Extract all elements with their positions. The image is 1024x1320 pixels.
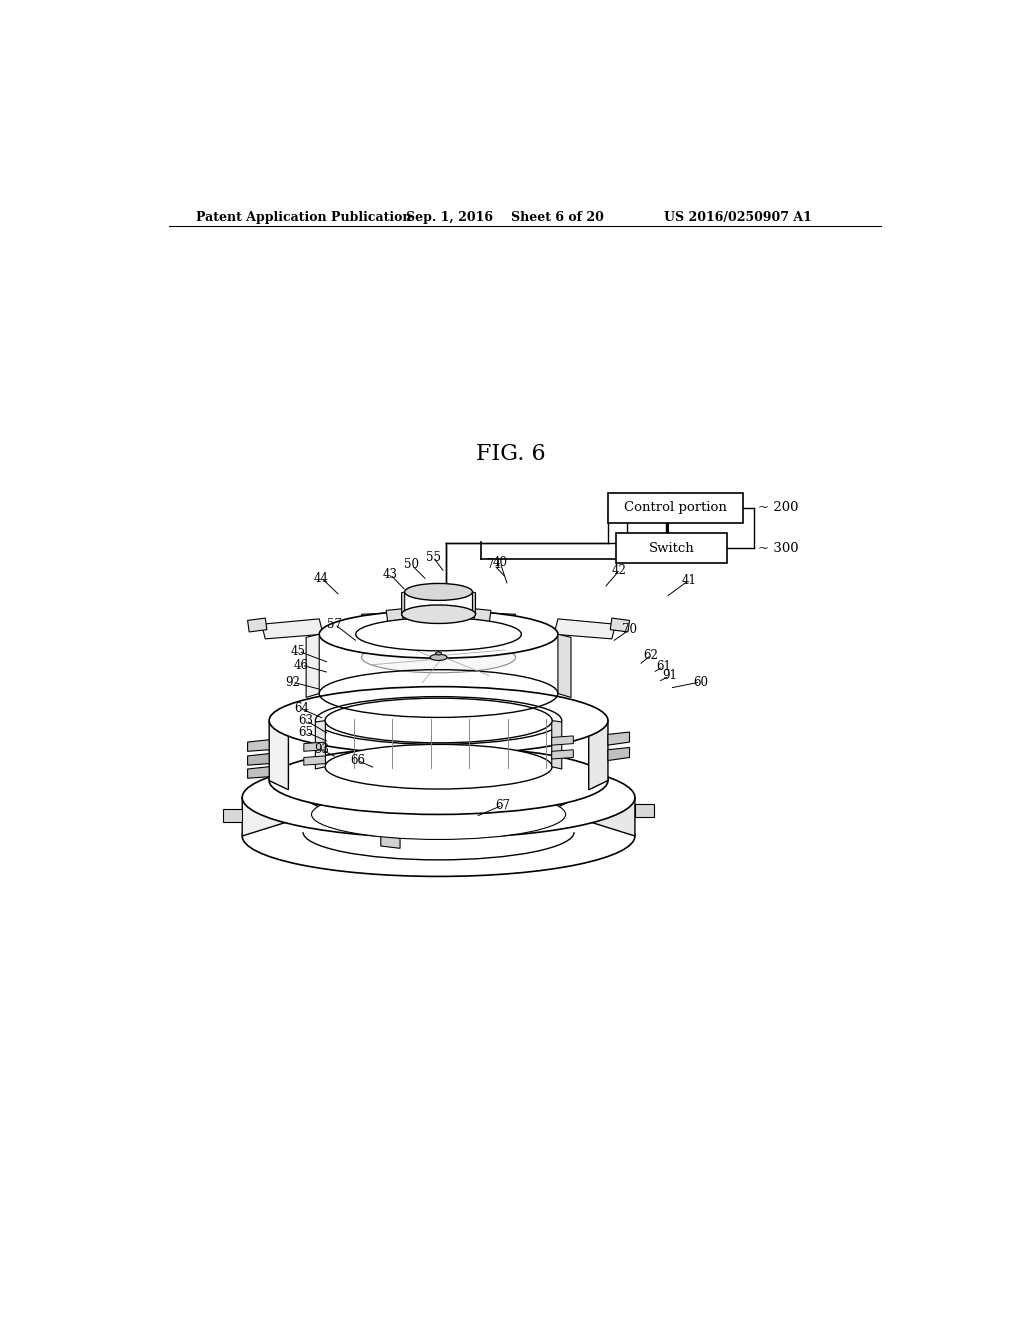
Polygon shape	[304, 756, 326, 766]
Text: 64: 64	[294, 702, 309, 715]
Ellipse shape	[315, 697, 562, 744]
Text: 92: 92	[285, 676, 300, 689]
Ellipse shape	[435, 652, 441, 655]
Text: 46: 46	[294, 659, 309, 672]
Text: 65: 65	[299, 726, 313, 739]
Polygon shape	[552, 721, 562, 770]
Text: 41: 41	[681, 574, 696, 587]
Ellipse shape	[325, 744, 552, 789]
Text: 70: 70	[622, 623, 637, 636]
Ellipse shape	[404, 583, 472, 601]
Bar	[615, 533, 727, 562]
Text: 61: 61	[656, 660, 671, 673]
Polygon shape	[608, 733, 630, 744]
Polygon shape	[608, 747, 630, 760]
Polygon shape	[304, 742, 326, 751]
Polygon shape	[475, 612, 515, 630]
Polygon shape	[386, 609, 403, 622]
Ellipse shape	[325, 698, 552, 743]
Bar	[608, 494, 742, 523]
Polygon shape	[381, 834, 400, 849]
Polygon shape	[306, 635, 319, 697]
Ellipse shape	[303, 766, 574, 821]
Ellipse shape	[319, 610, 558, 659]
Polygon shape	[315, 721, 326, 770]
Ellipse shape	[401, 605, 475, 623]
Ellipse shape	[269, 686, 608, 755]
Ellipse shape	[430, 655, 447, 660]
Polygon shape	[589, 721, 608, 789]
Polygon shape	[361, 612, 401, 630]
Polygon shape	[223, 809, 243, 822]
Polygon shape	[248, 739, 269, 751]
Polygon shape	[261, 619, 323, 639]
Polygon shape	[552, 750, 573, 759]
Text: ~ 300: ~ 300	[758, 541, 799, 554]
Polygon shape	[269, 721, 289, 789]
Text: 43: 43	[383, 568, 397, 581]
Text: Sheet 6 of 20: Sheet 6 of 20	[511, 211, 604, 224]
Ellipse shape	[355, 618, 521, 651]
Text: 45: 45	[291, 644, 306, 657]
Text: 50: 50	[404, 558, 419, 572]
Ellipse shape	[243, 758, 635, 838]
Text: Sep. 1, 2016: Sep. 1, 2016	[407, 211, 494, 224]
Polygon shape	[474, 609, 490, 622]
Polygon shape	[573, 779, 635, 836]
Text: 44: 44	[314, 572, 329, 585]
Text: 57: 57	[327, 618, 342, 631]
Text: US 2016/0250907 A1: US 2016/0250907 A1	[665, 211, 812, 224]
Text: Patent Application Publication: Patent Application Publication	[196, 211, 412, 224]
Text: 93: 93	[314, 743, 329, 756]
Text: ~ 200: ~ 200	[758, 502, 799, 515]
Polygon shape	[472, 591, 475, 615]
Polygon shape	[248, 618, 267, 632]
Ellipse shape	[361, 642, 515, 673]
Polygon shape	[243, 779, 304, 836]
Text: 71: 71	[486, 558, 502, 572]
Text: 40: 40	[493, 556, 508, 569]
Text: 67: 67	[495, 799, 510, 812]
Text: Switch: Switch	[648, 541, 694, 554]
Ellipse shape	[269, 747, 608, 814]
Text: Control portion: Control portion	[624, 502, 727, 515]
Polygon shape	[554, 619, 615, 639]
Text: 66: 66	[350, 754, 366, 767]
Polygon shape	[552, 737, 573, 744]
Polygon shape	[635, 804, 654, 817]
Polygon shape	[401, 591, 404, 615]
Polygon shape	[558, 635, 571, 697]
Polygon shape	[248, 754, 269, 766]
Text: FIG. 6: FIG. 6	[475, 444, 545, 466]
Text: 63: 63	[299, 714, 313, 727]
Text: 62: 62	[644, 648, 658, 661]
Text: 60: 60	[693, 676, 708, 689]
Text: 55: 55	[426, 550, 440, 564]
Ellipse shape	[243, 796, 635, 876]
Text: 42: 42	[612, 564, 627, 577]
Ellipse shape	[311, 789, 565, 840]
Text: 91: 91	[663, 669, 677, 682]
Polygon shape	[610, 618, 630, 632]
Polygon shape	[248, 767, 269, 779]
